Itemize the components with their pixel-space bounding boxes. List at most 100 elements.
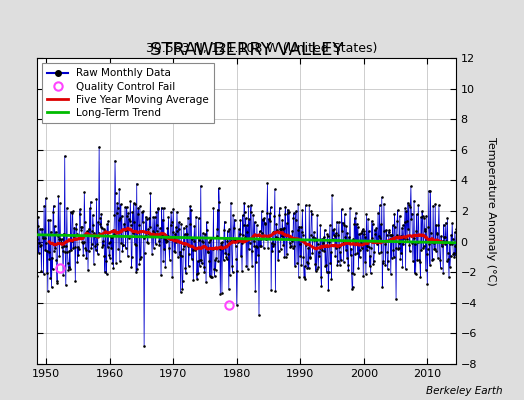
Point <box>121 204 129 210</box>
Text: Berkeley Earth: Berkeley Earth <box>427 386 503 396</box>
Point <box>56 200 64 207</box>
Point <box>203 249 212 255</box>
Point <box>126 198 135 204</box>
Point <box>278 216 287 223</box>
Point <box>47 284 56 291</box>
Point <box>144 226 152 232</box>
Point <box>66 247 74 254</box>
Point <box>391 224 399 230</box>
Point <box>394 207 402 213</box>
Point <box>304 245 312 251</box>
Point <box>67 209 75 215</box>
Point <box>317 283 325 289</box>
Point <box>112 190 120 196</box>
Point <box>173 228 182 234</box>
Point <box>344 262 352 268</box>
Point <box>209 205 217 211</box>
Point <box>299 231 307 238</box>
Point <box>161 263 169 270</box>
Point <box>134 204 143 211</box>
Point <box>408 240 417 246</box>
Point <box>241 234 249 240</box>
Point <box>83 228 92 234</box>
Point <box>336 262 344 268</box>
Point <box>268 248 276 254</box>
Point <box>275 248 283 254</box>
Point <box>170 248 179 255</box>
Point <box>163 225 171 231</box>
Point <box>332 244 341 251</box>
Point <box>328 276 336 282</box>
Point <box>281 204 290 210</box>
Point <box>100 253 108 259</box>
Point <box>185 220 194 227</box>
Point <box>340 222 348 228</box>
Point <box>447 232 455 238</box>
Point <box>421 267 430 273</box>
Point <box>326 222 334 228</box>
Point <box>340 258 348 265</box>
Point <box>380 228 389 234</box>
Point <box>49 202 58 209</box>
Point <box>149 244 158 251</box>
Point <box>33 273 41 280</box>
Point <box>434 255 442 261</box>
Point <box>323 268 331 275</box>
Point <box>291 217 300 223</box>
Point <box>382 227 390 233</box>
Point <box>49 209 57 216</box>
Point <box>184 214 192 221</box>
Point <box>370 226 379 233</box>
Point <box>104 240 113 246</box>
Point <box>437 233 445 240</box>
Point <box>181 265 190 271</box>
Point <box>435 238 444 244</box>
Point <box>353 250 362 256</box>
Point <box>241 209 249 216</box>
Point <box>67 247 75 253</box>
Point <box>189 247 197 253</box>
Point <box>41 247 49 253</box>
Point <box>47 228 55 235</box>
Point <box>367 244 375 251</box>
Point <box>162 238 171 244</box>
Point <box>402 208 410 215</box>
Point <box>427 230 435 236</box>
Point <box>290 210 298 216</box>
Point <box>50 222 59 229</box>
Point <box>95 215 104 221</box>
Point <box>136 203 144 210</box>
Point <box>297 224 305 230</box>
Point <box>110 212 118 218</box>
Point <box>364 216 372 222</box>
Point <box>83 228 91 235</box>
Point <box>162 239 170 245</box>
Point <box>397 233 405 239</box>
Point <box>168 274 177 280</box>
Point <box>110 231 118 237</box>
Legend: Raw Monthly Data, Quality Control Fail, Five Year Moving Average, Long-Term Tren: Raw Monthly Data, Quality Control Fail, … <box>42 63 214 123</box>
Point <box>227 200 235 206</box>
Point <box>235 237 244 244</box>
Point <box>64 266 73 273</box>
Point <box>130 218 138 225</box>
Point <box>242 262 250 269</box>
Point <box>270 212 279 219</box>
Point <box>307 232 315 238</box>
Point <box>429 255 437 262</box>
Point <box>321 263 330 270</box>
Point <box>215 246 224 252</box>
Point <box>108 227 117 233</box>
Point <box>92 196 101 202</box>
Point <box>446 252 455 259</box>
Point <box>255 312 263 318</box>
Point <box>375 250 383 256</box>
Point <box>421 226 429 232</box>
Point <box>450 250 458 256</box>
Point <box>156 225 164 232</box>
Point <box>293 227 302 234</box>
Point <box>345 234 353 240</box>
Point <box>371 231 379 237</box>
Point <box>271 186 279 193</box>
Point <box>222 254 231 260</box>
